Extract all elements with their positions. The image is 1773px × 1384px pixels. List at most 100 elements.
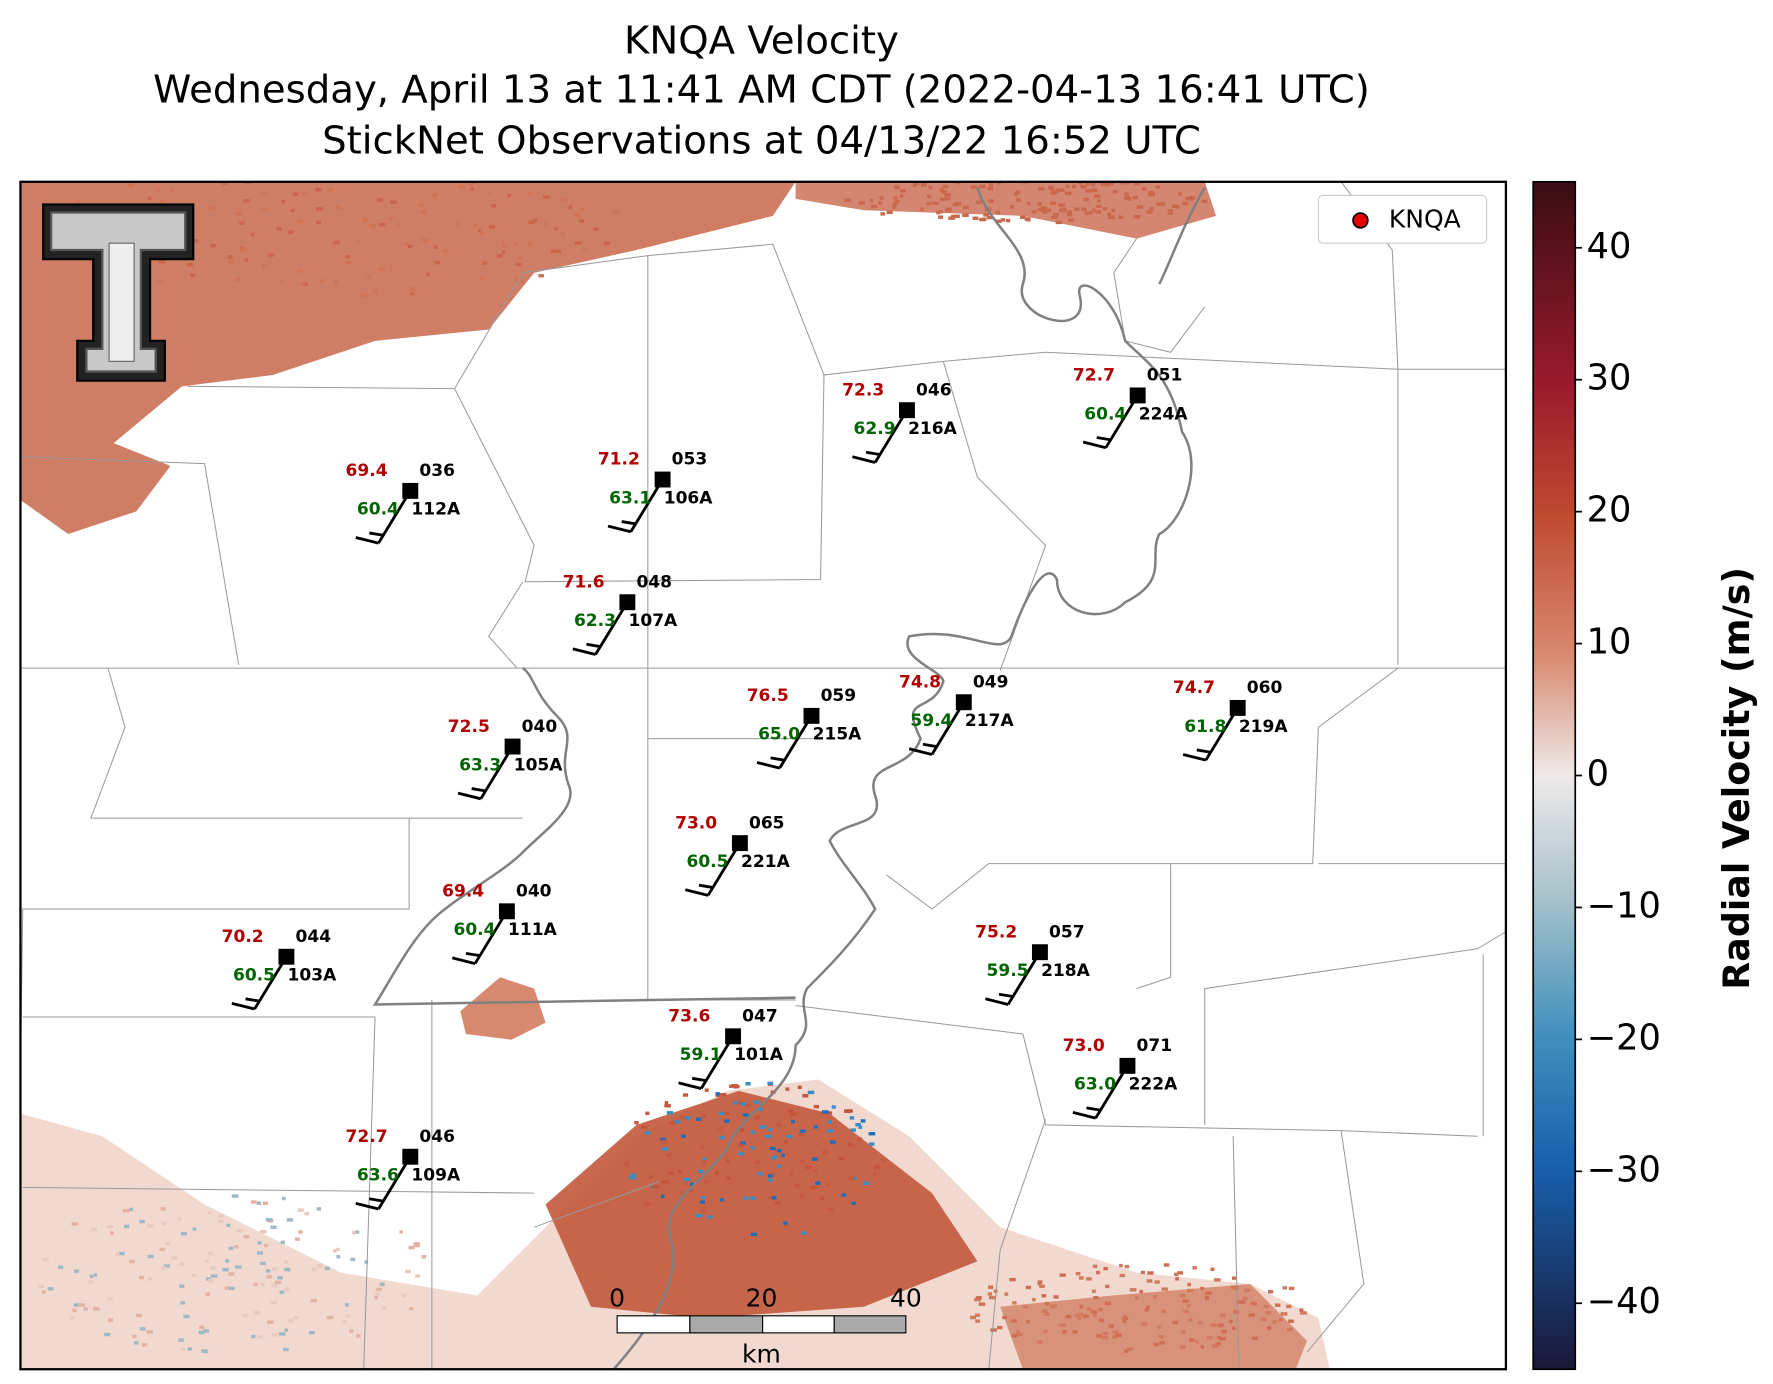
radar-gate [320,279,325,283]
wind-barb [1086,1106,1101,1112]
radar-gate [1055,220,1063,225]
radar-gate [302,192,308,196]
wind-barb [1182,753,1207,762]
radar-gate [203,1349,208,1354]
radar-gate [1242,1296,1248,1301]
radar-gate [1187,1288,1194,1293]
wind-barb [253,956,288,1010]
radar-gate [1094,194,1101,198]
radar-gate [805,1165,812,1170]
radar-gate [974,1313,980,1317]
radar-echo [545,1090,978,1319]
radar-gate [310,1298,317,1303]
radar-gate [719,1135,725,1140]
legend: KNQA [1317,194,1488,244]
wind-barb [451,956,476,965]
wind-barb [245,997,260,1003]
radar-gate [304,1212,310,1216]
radar-gate [415,1274,421,1278]
colorbar-tick-label: −30 [1587,1149,1661,1190]
radar-gate [983,213,990,217]
radar-gate [1051,215,1058,220]
radar-gate [1265,1311,1271,1315]
wind-barb [355,536,379,545]
radar-gate [838,1157,845,1161]
temperature: 76.5 [747,686,789,706]
radar-gate [744,1103,751,1107]
radar-gate [993,1289,998,1293]
radar-gate [1014,192,1019,197]
radar-gate [69,1316,75,1320]
radar-gate [1066,213,1073,217]
radar-gate [1133,215,1141,219]
colorbar-tick-label: 30 [1587,358,1632,399]
pressure-code: 046 [916,380,952,400]
radar-gate [1024,217,1029,221]
radar-gate [1157,1325,1162,1329]
radar-gate [679,1115,685,1119]
radar-gate [560,198,566,202]
wind-barb [852,455,876,464]
radar-gate [260,1282,265,1287]
radar-gate [880,212,886,216]
radar-gate [270,1225,277,1229]
radar-gate [1148,191,1155,195]
radar-gate [42,1257,49,1262]
radar-gate [784,1223,789,1228]
radar-gate [786,1134,793,1139]
radar-gate [1000,218,1006,222]
radar-gate [315,187,322,192]
radar-gate [1111,208,1116,213]
radar-gate [827,1111,833,1115]
radar-gate [1233,1310,1239,1314]
radar-gate [871,204,878,209]
radar-gate [293,192,299,197]
radar-gate [257,1335,263,1339]
radar-gate [1147,1271,1154,1275]
station-id: 105A [514,755,564,775]
map [20,181,1506,1370]
radar-gate [715,1092,720,1096]
radar-gate [177,1217,182,1221]
radar-gate [264,1243,268,1248]
radar-gate [1219,1313,1226,1317]
radar-gate [937,215,944,219]
station-id: 221A [741,852,791,872]
radar-gate [568,205,573,210]
radar-gate [1041,1294,1047,1298]
radar-gate [1155,185,1161,189]
radar-gate [815,1181,821,1185]
radar-gate [582,247,587,251]
radar-gate [316,1207,321,1211]
radar-gate [158,259,165,264]
radar-gate [199,1325,205,1330]
station: 75.2 057 59.5 218A [975,922,1091,1006]
radar-gate [826,1182,831,1187]
radar-gate [482,261,488,265]
pressure-code: 065 [749,813,785,833]
radar-gate [231,1194,239,1198]
radar-gate [379,1282,385,1287]
radar-gate [666,1111,674,1115]
radar-gate [939,188,944,192]
radar-gate [1129,1288,1137,1292]
radar-gate [1154,1280,1160,1284]
radar-gate [1239,1300,1246,1304]
radar-gate [1004,1292,1009,1296]
radar-gate [1026,1320,1030,1324]
dewpoint: 65.0 [758,725,800,745]
radar-gate [1201,199,1208,204]
radar-gate [326,1315,334,1320]
radar-gate [457,184,465,189]
radar-gate [892,202,898,207]
radar-gate [855,1123,861,1127]
radar-gate [93,1273,98,1277]
radar-gate [574,241,582,245]
dewpoint: 61.8 [1184,717,1226,737]
station-marker [899,402,915,419]
radar-gate [1037,208,1045,212]
dewpoint: 63.0 [1074,1075,1116,1095]
radar-gate [1092,1264,1098,1269]
radar-gate [643,1202,650,1207]
radar-gate [1077,1312,1083,1317]
